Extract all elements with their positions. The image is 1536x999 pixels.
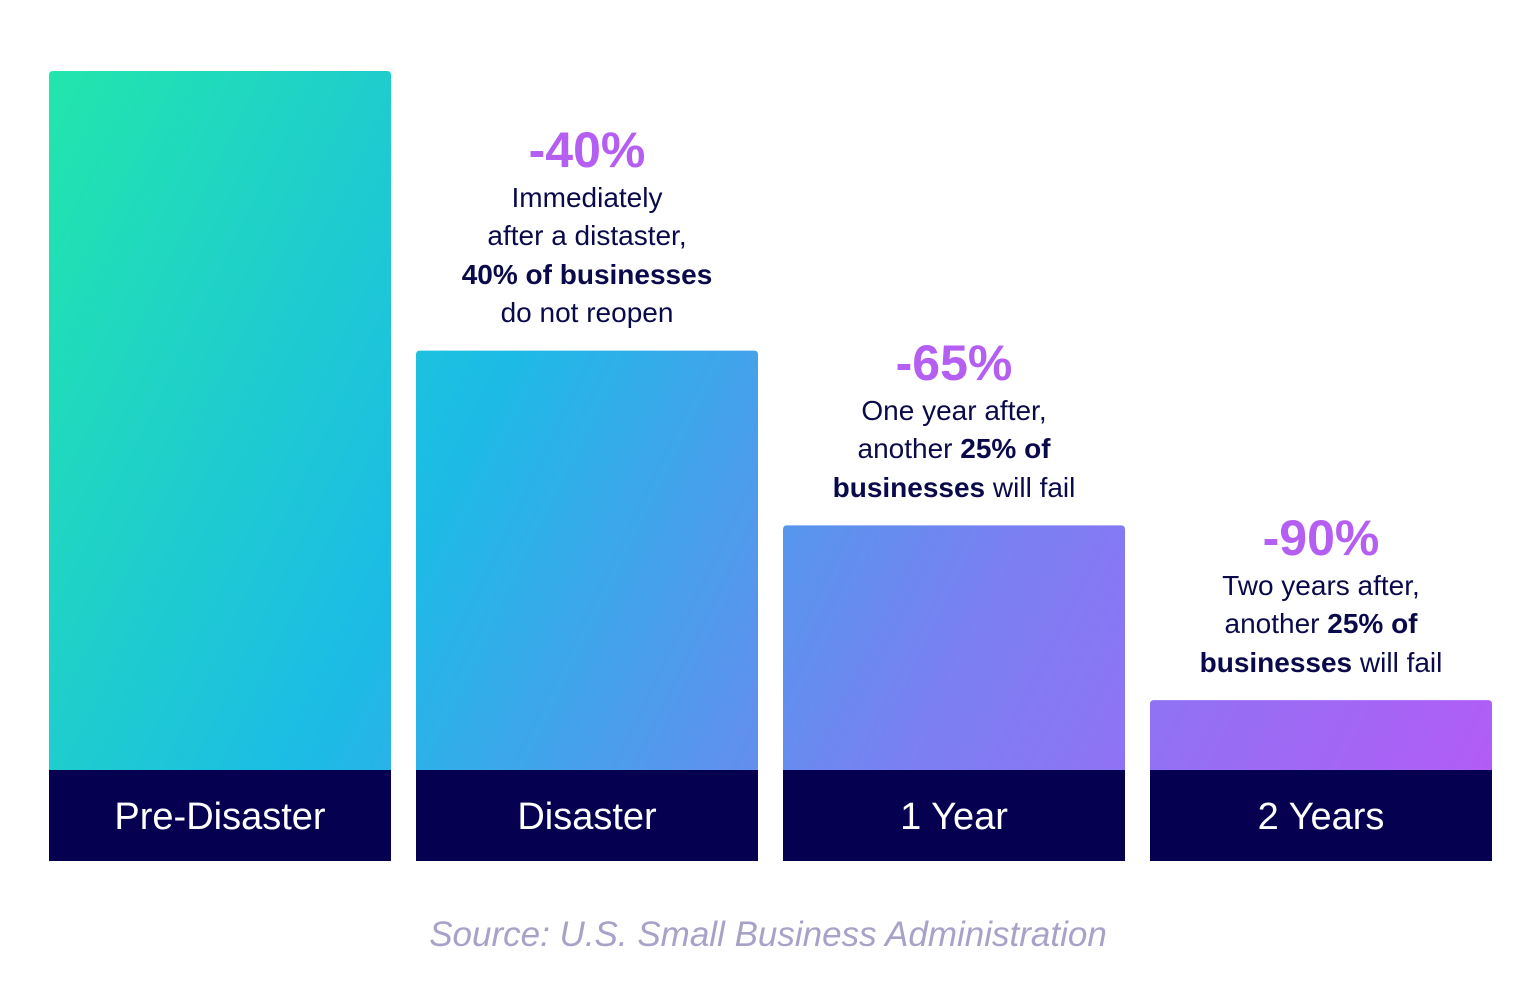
category-label: Disaster	[517, 796, 657, 838]
annotation-bold-text: 25% of	[960, 433, 1051, 465]
bar-pre-disaster	[49, 71, 391, 770]
category-label: 2 Years	[1258, 796, 1385, 838]
annotation-text: Two years after,	[1222, 569, 1420, 601]
bar-1-year	[783, 525, 1125, 770]
delta-label: -90%	[1262, 509, 1380, 566]
delta-label: -65%	[895, 334, 1013, 391]
category-band	[416, 770, 758, 861]
annotation-text: will fail	[985, 471, 1076, 503]
bar-annotation: -65% One year after, another 25% of busines…	[783, 336, 1125, 508]
annotation-line: Immediately	[416, 179, 758, 218]
annotation-line: another 25% of	[783, 430, 1125, 469]
category-band	[783, 770, 1125, 861]
annotation-text: will fail	[1352, 646, 1443, 678]
bar-annotation: -90% Two years after, another 25% of busine…	[1150, 511, 1492, 683]
annotation-bold-text: businesses	[1199, 646, 1353, 678]
category-band	[49, 770, 391, 861]
annotation-line: another 25% of	[1150, 605, 1492, 644]
annotation-text: another	[1224, 608, 1328, 640]
annotation-bold-text: 25% of	[1327, 608, 1418, 640]
annotation-line: Two years after,	[1150, 567, 1492, 606]
annotation-bold-text: 40% of businesses	[461, 258, 713, 290]
annotation-text: another	[857, 433, 961, 465]
annotation-line: businesses will fail	[783, 469, 1125, 508]
annotation-line: One year after,	[783, 392, 1125, 431]
annotation-text: do not reopen	[500, 297, 674, 329]
annotation-text: Immediately	[511, 181, 663, 213]
category-band	[1150, 770, 1492, 861]
annotation-text: after a distaster,	[487, 220, 687, 252]
annotation-bold-text: businesses	[832, 471, 986, 503]
annotation-line: after a distaster,	[416, 217, 758, 256]
annotation-line: 40% of businesses	[416, 256, 758, 295]
annotation-text: One year after,	[861, 394, 1047, 426]
bar-2-years	[1150, 700, 1492, 770]
annotation-line: businesses will fail	[1150, 644, 1492, 683]
bar-disaster	[416, 350, 758, 770]
delta-label: -40%	[528, 121, 646, 178]
annotation-line: do not reopen	[416, 294, 758, 333]
category-label: Pre-Disaster	[114, 796, 325, 838]
bar-annotation: -40% Immediately after a distaster, 40% of …	[416, 123, 758, 333]
category-label: 1 Year	[900, 796, 1008, 838]
source-note: Source: U.S. Small Business Administrati…	[429, 915, 1107, 954]
